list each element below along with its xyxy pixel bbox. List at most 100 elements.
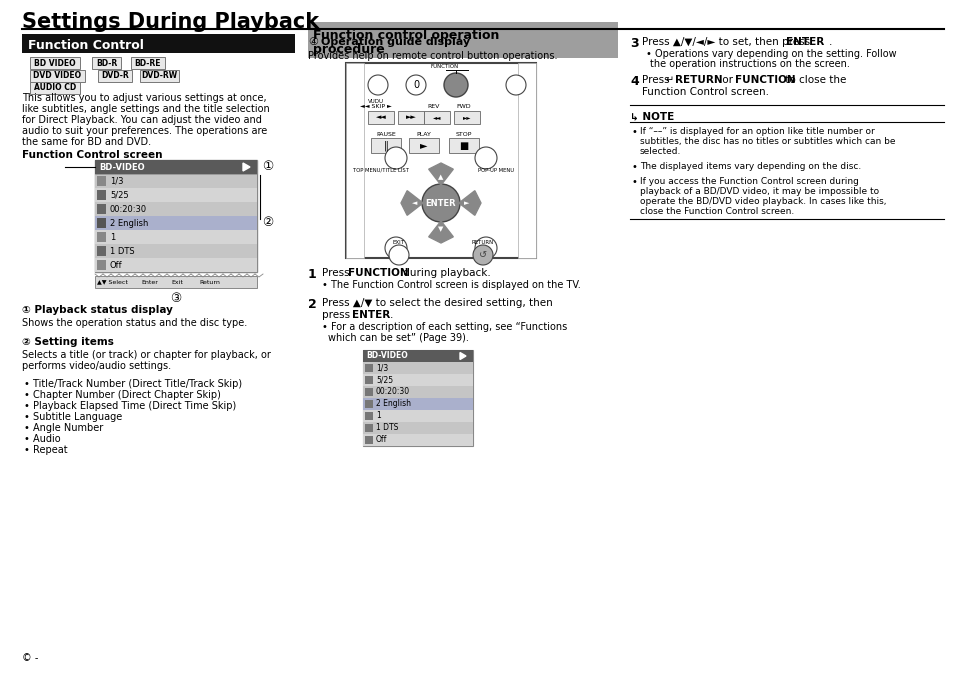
Text: BD-R: BD-R	[95, 59, 117, 68]
Bar	[97, 246, 106, 256]
Bar	[95, 160, 256, 272]
Text: close the Function Control screen.: close the Function Control screen.	[639, 207, 794, 216]
Text: Function control operation: Function control operation	[313, 29, 498, 42]
Circle shape	[368, 75, 388, 95]
Bar	[346, 63, 536, 258]
Text: 1/3: 1/3	[110, 176, 123, 186]
Text: Provides help on remote control button operations.: Provides help on remote control button o…	[308, 51, 557, 61]
Text: ① Playback status display: ① Playback status display	[22, 305, 172, 315]
Bar	[30, 82, 79, 94]
Text: ENTER: ENTER	[785, 37, 823, 47]
Bar	[365, 412, 373, 420]
Text: 4: 4	[629, 75, 639, 88]
Text: FUNCTION: FUNCTION	[431, 64, 458, 69]
Text: BD-VIDEO: BD-VIDEO	[99, 163, 145, 171]
Text: audio to suit your preferences. The operations are: audio to suit your preferences. The oper…	[22, 126, 267, 136]
Text: Press ▲/▼ to select the desired setting, then: Press ▲/▼ to select the desired setting,…	[322, 298, 552, 308]
Text: • Title/Track Number (Direct Title/Track Skip): • Title/Track Number (Direct Title/Track…	[24, 379, 242, 389]
Circle shape	[475, 237, 497, 259]
Bar	[397, 111, 423, 124]
Bar	[95, 188, 256, 202]
Text: Selects a title (or track) or chapter for playback, or: Selects a title (or track) or chapter fo…	[22, 350, 271, 360]
Text: 0: 0	[413, 80, 418, 90]
Text: FUNCTION: FUNCTION	[734, 75, 795, 85]
Text: ④: ④	[308, 37, 317, 47]
Text: • The Function Control screen is displayed on the TV.: • The Function Control screen is display…	[322, 280, 580, 290]
Bar	[95, 276, 256, 288]
Polygon shape	[453, 190, 480, 215]
Text: ◄◄: ◄◄	[433, 115, 441, 120]
Bar	[365, 424, 373, 432]
Text: STOP: STOP	[456, 132, 472, 138]
Circle shape	[385, 237, 407, 259]
Text: ↵: ↵	[665, 75, 674, 85]
Polygon shape	[459, 352, 465, 360]
Text: subtitles, the disc has no titles or subtitles which can be: subtitles, the disc has no titles or sub…	[639, 137, 895, 146]
Text: Function Control: Function Control	[28, 39, 144, 52]
Text: RETURN: RETURN	[472, 240, 494, 246]
Circle shape	[473, 245, 493, 265]
Text: © -: © -	[22, 653, 38, 663]
Bar	[95, 230, 256, 244]
Bar	[97, 218, 106, 228]
Text: ►►: ►►	[405, 115, 416, 121]
Circle shape	[475, 147, 497, 169]
Bar	[365, 376, 373, 384]
Text: •: •	[631, 177, 638, 187]
Bar	[30, 57, 79, 69]
Text: FWD: FWD	[456, 105, 471, 109]
Text: ENTER: ENTER	[425, 198, 456, 207]
Text: PAUSE: PAUSE	[375, 132, 395, 138]
Text: which can be set” (Page 39).: which can be set” (Page 39).	[328, 333, 468, 343]
Bar	[140, 70, 179, 82]
Circle shape	[505, 75, 525, 95]
Text: • Chapter Number (Direct Chapter Skip): • Chapter Number (Direct Chapter Skip)	[24, 390, 221, 400]
Bar	[97, 260, 106, 270]
Text: RETURN: RETURN	[675, 75, 721, 85]
Bar	[371, 138, 400, 153]
Text: BD VIDEO: BD VIDEO	[34, 59, 75, 68]
Text: • Playback Elapsed Time (Direct Time Skip): • Playback Elapsed Time (Direct Time Ski…	[24, 401, 236, 411]
Text: ►: ►	[420, 140, 427, 151]
Text: The displayed items vary depending on the disc.: The displayed items vary depending on th…	[639, 162, 861, 171]
Bar	[423, 111, 450, 124]
Text: •: •	[631, 127, 638, 137]
Text: Off: Off	[375, 435, 387, 445]
Bar	[409, 138, 438, 153]
Text: 1 DTS: 1 DTS	[375, 423, 398, 433]
Text: Function Control screen: Function Control screen	[22, 150, 162, 160]
Text: Exit: Exit	[171, 279, 183, 284]
Circle shape	[406, 75, 426, 95]
Bar	[363, 410, 473, 422]
Bar	[97, 204, 106, 214]
Bar	[368, 111, 394, 124]
Bar	[365, 388, 373, 396]
Bar	[363, 398, 473, 410]
Bar	[363, 350, 473, 362]
Text: or: or	[719, 75, 736, 85]
Text: ‖: ‖	[383, 140, 388, 151]
Text: for Direct Playback. You can adjust the video and: for Direct Playback. You can adjust the …	[22, 115, 262, 125]
Circle shape	[389, 245, 409, 265]
Text: .: .	[390, 310, 393, 320]
Polygon shape	[400, 190, 428, 215]
Text: like subtitles, angle settings and the title selection: like subtitles, angle settings and the t…	[22, 104, 270, 114]
Text: 1: 1	[375, 412, 380, 421]
Bar	[365, 364, 373, 372]
Text: VUDU: VUDU	[368, 99, 384, 104]
Text: .: .	[828, 37, 832, 47]
Text: performs video/audio settings.: performs video/audio settings.	[22, 361, 171, 371]
Text: • Angle Number: • Angle Number	[24, 423, 103, 433]
Text: ■: ■	[459, 140, 468, 151]
Bar	[97, 232, 106, 242]
Text: 5/25: 5/25	[110, 190, 129, 200]
Text: AUDIO CD: AUDIO CD	[33, 84, 76, 92]
Text: ①: ①	[262, 161, 273, 173]
Bar	[363, 350, 473, 446]
Text: ▲▼ Select: ▲▼ Select	[97, 279, 128, 284]
Text: ◄: ◄	[412, 200, 417, 206]
Text: FUNCTION: FUNCTION	[348, 268, 408, 278]
Text: •: •	[631, 162, 638, 172]
Bar	[30, 70, 85, 82]
Text: ② Setting items: ② Setting items	[22, 337, 113, 347]
